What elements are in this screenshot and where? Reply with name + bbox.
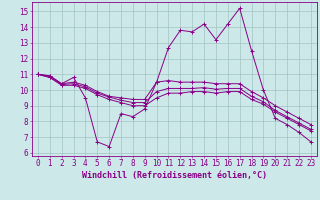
X-axis label: Windchill (Refroidissement éolien,°C): Windchill (Refroidissement éolien,°C) xyxy=(82,171,267,180)
